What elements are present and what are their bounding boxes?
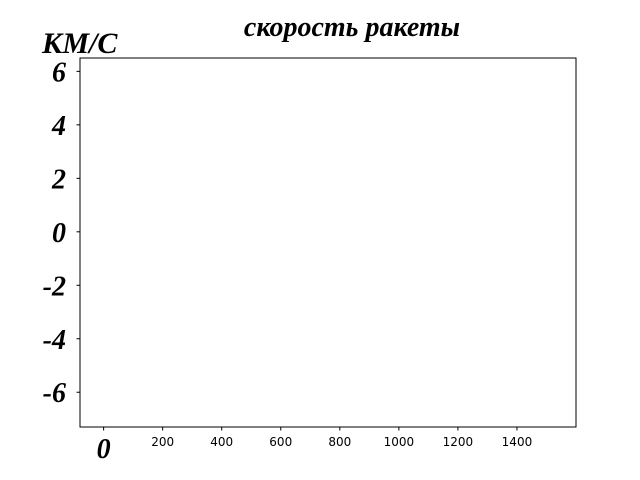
x-tick-label: 800 bbox=[328, 435, 351, 449]
x-tick-label: 1400 bbox=[502, 435, 533, 449]
y-axis-ticks: 6 4 2 0 -2 -4 -6 bbox=[43, 57, 80, 409]
x-tick-label: 1200 bbox=[443, 435, 474, 449]
y-tick-label: -4 bbox=[43, 325, 66, 356]
x-tick-label: 400 bbox=[210, 435, 233, 449]
y-tick-label: 2 bbox=[51, 164, 66, 195]
y-tick-label: -6 bbox=[43, 378, 66, 409]
chart-title: скорость ракеты bbox=[244, 12, 460, 43]
y-tick-label: -2 bbox=[43, 271, 66, 302]
x-tick-label: 1000 bbox=[384, 435, 415, 449]
y-tick-label: 6 bbox=[52, 57, 66, 88]
y-tick-label: 4 bbox=[51, 111, 66, 142]
y-axis-label: КМ/С bbox=[41, 27, 118, 60]
x-tick-label: 200 bbox=[151, 435, 174, 449]
x-tick-label: 0 bbox=[97, 434, 111, 465]
plot-area bbox=[79, 57, 577, 428]
y-tick-label: 0 bbox=[52, 218, 66, 249]
x-axis-ticks: 0 200 400 600 800 1000 1200 1400 bbox=[97, 427, 533, 465]
x-tick-label: 600 bbox=[269, 435, 292, 449]
